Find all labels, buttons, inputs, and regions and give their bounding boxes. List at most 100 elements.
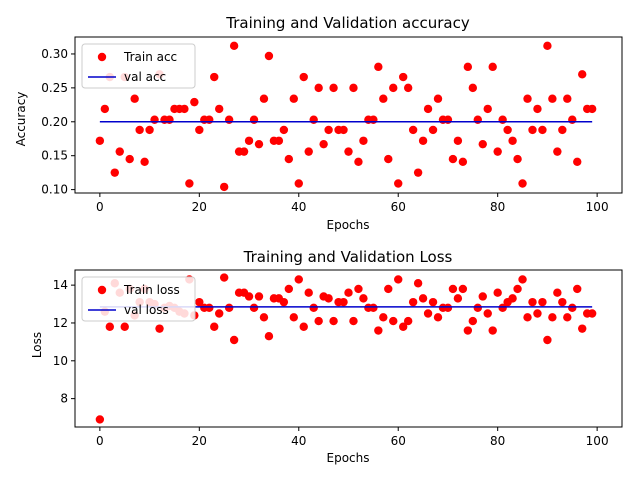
- accuracy-data-point: [573, 157, 582, 166]
- loss-data-point: [389, 316, 398, 326]
- loss-data-point: [195, 297, 204, 307]
- accuracy-data-point: [523, 94, 532, 103]
- accuracy-data-point: [125, 154, 134, 164]
- accuracy-data-point: [483, 104, 492, 114]
- accuracy-data-point: [294, 179, 303, 188]
- loss-data-point: [548, 313, 557, 322]
- loss-data-point: [215, 309, 224, 318]
- accuracy-data-point: [553, 147, 562, 156]
- loss-data-point: [423, 309, 433, 318]
- loss-data-point: [224, 303, 234, 313]
- accuracy-data-point: [379, 94, 388, 103]
- accuracy-data-point: [374, 62, 383, 72]
- loss-x-tick-label: 80: [490, 434, 505, 448]
- loss-x-tick-label: 60: [391, 434, 406, 448]
- accuracy-data-point: [329, 83, 338, 93]
- loss-y-tick-label: 14: [53, 278, 68, 292]
- accuracy-data-point: [239, 147, 249, 156]
- loss-data-point: [428, 297, 438, 307]
- accuracy-data-point: [314, 83, 323, 93]
- accuracy-x-tick-label: 0: [96, 200, 104, 214]
- accuracy-data-point: [135, 125, 144, 135]
- accuracy-data-point: [259, 94, 269, 103]
- accuracy-data-point: [195, 125, 204, 135]
- accuracy-data-point: [433, 94, 443, 103]
- loss-data-point: [418, 294, 428, 303]
- accuracy-data-point: [359, 136, 368, 145]
- loss-data-point: [299, 322, 308, 331]
- accuracy-data-point: [319, 139, 328, 149]
- accuracy-y-tick-label: 0.10: [41, 183, 68, 197]
- loss-data-point: [205, 303, 214, 313]
- loss-data-point: [354, 284, 363, 294]
- accuracy-data-point: [478, 139, 487, 149]
- accuracy-plot-area: 0 20 40 60 80 100 0.10 0.15 0.20 0.25 0.30 Train ac…: [41, 36, 623, 214]
- accuracy-x-tick-label: 100: [586, 200, 609, 214]
- loss-data-point: [359, 294, 368, 303]
- accuracy-data-point: [418, 136, 428, 145]
- loss-legend-label: val loss: [124, 303, 169, 317]
- accuracy-data-point: [493, 147, 502, 156]
- accuracy-data-point: [423, 104, 433, 114]
- loss-data-point: [120, 322, 129, 331]
- accuracy-x-tick-label: 60: [391, 200, 406, 214]
- accuracy-data-point: [165, 115, 174, 124]
- accuracy-data-point: [140, 157, 149, 166]
- accuracy-chart: Training and Validation accuracy 0 20 40 60…: [14, 14, 623, 232]
- accuracy-data-point: [473, 115, 482, 124]
- accuracy-data-point: [115, 147, 124, 156]
- loss-data-point: [568, 303, 577, 313]
- loss-data-point: [473, 303, 482, 313]
- loss-data-point: [284, 284, 294, 294]
- accuracy-data-point: [304, 147, 313, 156]
- loss-data-point: [468, 316, 478, 326]
- loss-y-tick-label: 12: [53, 316, 68, 330]
- accuracy-data-point: [508, 136, 517, 145]
- loss-data-point: [433, 313, 443, 322]
- loss-data-point: [558, 297, 567, 307]
- accuracy-x-axis-label: Epochs: [327, 218, 370, 232]
- loss-data-point: [259, 313, 269, 322]
- loss-data-point: [493, 288, 502, 297]
- loss-legend: Train loss val loss: [81, 276, 196, 322]
- accuracy-data-point: [587, 104, 597, 114]
- loss-data-point: [105, 322, 115, 331]
- loss-data-point: [453, 294, 463, 303]
- accuracy-y-tick-label: 0.25: [41, 81, 68, 95]
- loss-data-point: [448, 284, 458, 294]
- loss-data-point: [369, 303, 378, 313]
- accuracy-data-point: [210, 72, 219, 82]
- accuracy-data-point: [448, 154, 458, 164]
- loss-y-axis-label: Loss: [30, 332, 44, 358]
- accuracy-data-point: [488, 62, 497, 72]
- accuracy-data-point: [180, 104, 189, 114]
- loss-data-point: [528, 297, 537, 307]
- accuracy-data-point: [264, 51, 274, 61]
- loss-data-point: [249, 303, 259, 313]
- loss-data-point: [95, 415, 105, 424]
- loss-y-tick-label: 8: [60, 392, 68, 406]
- accuracy-data-point: [498, 115, 507, 124]
- accuracy-data-point: [394, 179, 403, 188]
- loss-x-tick-label: 100: [586, 434, 609, 448]
- accuracy-y-tick-label: 0.30: [41, 47, 68, 61]
- accuracy-data-point: [443, 115, 453, 124]
- loss-data-point: [538, 297, 547, 307]
- accuracy-data-point: [384, 154, 393, 164]
- accuracy-data-point: [244, 136, 254, 145]
- loss-data-point: [563, 313, 572, 322]
- accuracy-data-point: [339, 125, 348, 135]
- accuracy-data-point: [369, 115, 378, 124]
- loss-data-point: [339, 297, 348, 307]
- accuracy-data-point: [150, 115, 159, 124]
- accuracy-data-point: [249, 115, 259, 124]
- accuracy-data-point: [219, 182, 229, 192]
- accuracy-y-axis-label: Accuracy: [14, 92, 28, 147]
- loss-legend-point-marker: [97, 285, 107, 295]
- accuracy-data-point: [518, 179, 527, 188]
- accuracy-y-tick-label: 0.20: [41, 115, 68, 129]
- accuracy-data-point: [190, 97, 199, 107]
- accuracy-data-point: [279, 125, 289, 135]
- loss-data-point: [374, 326, 383, 335]
